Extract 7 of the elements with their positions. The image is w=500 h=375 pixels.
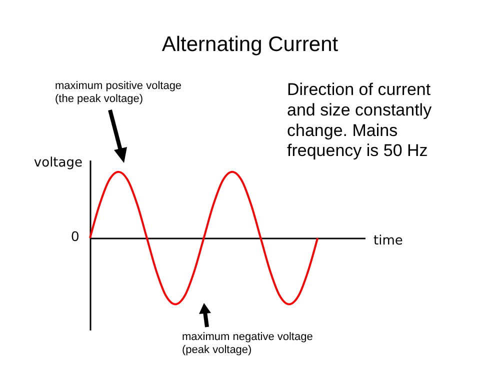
text: 0 xyxy=(71,228,80,244)
text: maximum negative voltage (peak voltage) xyxy=(182,331,313,356)
text: maximum positive voltage (the peak voltage) xyxy=(55,80,182,106)
chart-title: Alternating Current xyxy=(162,33,338,56)
y-axis-title: voltage xyxy=(34,156,82,170)
text: Direction of current and size constantly change. Mains frequency is 50 Hz xyxy=(287,80,432,160)
x-axis-title: time xyxy=(374,234,403,248)
